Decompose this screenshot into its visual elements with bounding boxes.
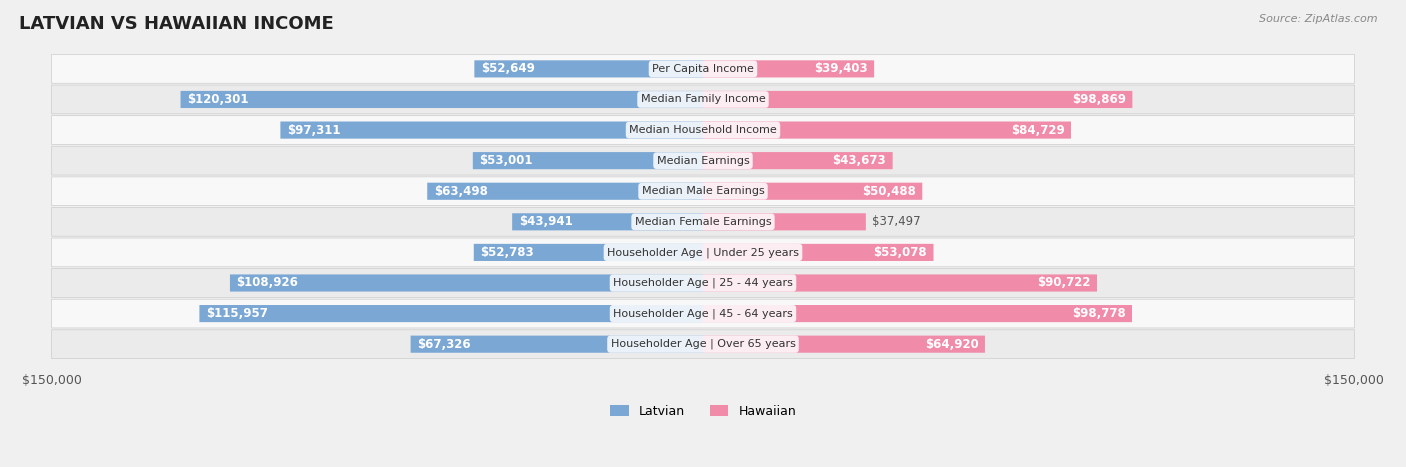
Text: $52,783: $52,783	[481, 246, 534, 259]
FancyBboxPatch shape	[52, 55, 1354, 83]
Text: $53,001: $53,001	[479, 154, 533, 167]
FancyBboxPatch shape	[703, 183, 922, 200]
Text: $98,869: $98,869	[1071, 93, 1126, 106]
Text: Householder Age | 25 - 44 years: Householder Age | 25 - 44 years	[613, 278, 793, 288]
Text: Householder Age | Over 65 years: Householder Age | Over 65 years	[610, 339, 796, 349]
Text: LATVIAN VS HAWAIIAN INCOME: LATVIAN VS HAWAIIAN INCOME	[20, 15, 333, 33]
FancyBboxPatch shape	[703, 152, 893, 169]
Text: $39,403: $39,403	[814, 63, 868, 75]
Text: $98,778: $98,778	[1071, 307, 1125, 320]
FancyBboxPatch shape	[52, 238, 1354, 267]
FancyBboxPatch shape	[52, 330, 1354, 359]
FancyBboxPatch shape	[703, 121, 1071, 139]
Text: Householder Age | Under 25 years: Householder Age | Under 25 years	[607, 247, 799, 258]
FancyBboxPatch shape	[472, 152, 703, 169]
Text: $43,941: $43,941	[519, 215, 572, 228]
Text: $90,722: $90,722	[1038, 276, 1091, 290]
Text: $108,926: $108,926	[236, 276, 298, 290]
FancyBboxPatch shape	[280, 121, 703, 139]
Text: Householder Age | 45 - 64 years: Householder Age | 45 - 64 years	[613, 308, 793, 319]
Text: $37,497: $37,497	[872, 215, 921, 228]
FancyBboxPatch shape	[52, 177, 1354, 205]
FancyBboxPatch shape	[427, 183, 703, 200]
FancyBboxPatch shape	[52, 85, 1354, 114]
FancyBboxPatch shape	[703, 305, 1132, 322]
Text: Per Capita Income: Per Capita Income	[652, 64, 754, 74]
FancyBboxPatch shape	[52, 146, 1354, 175]
FancyBboxPatch shape	[411, 336, 703, 353]
Text: $52,649: $52,649	[481, 63, 534, 75]
FancyBboxPatch shape	[52, 116, 1354, 144]
Text: Median Household Income: Median Household Income	[628, 125, 778, 135]
FancyBboxPatch shape	[200, 305, 703, 322]
Text: $43,673: $43,673	[832, 154, 886, 167]
Text: Median Female Earnings: Median Female Earnings	[634, 217, 772, 227]
Text: Median Earnings: Median Earnings	[657, 156, 749, 166]
Text: $53,078: $53,078	[873, 246, 927, 259]
FancyBboxPatch shape	[703, 60, 875, 78]
FancyBboxPatch shape	[703, 91, 1132, 108]
FancyBboxPatch shape	[52, 269, 1354, 297]
Text: $115,957: $115,957	[205, 307, 267, 320]
Text: $63,498: $63,498	[433, 185, 488, 198]
Text: $120,301: $120,301	[187, 93, 249, 106]
Legend: Latvian, Hawaiian: Latvian, Hawaiian	[605, 400, 801, 423]
FancyBboxPatch shape	[180, 91, 703, 108]
FancyBboxPatch shape	[52, 299, 1354, 328]
Text: $67,326: $67,326	[418, 338, 471, 351]
FancyBboxPatch shape	[512, 213, 703, 230]
FancyBboxPatch shape	[703, 244, 934, 261]
Text: $64,920: $64,920	[925, 338, 979, 351]
FancyBboxPatch shape	[52, 207, 1354, 236]
FancyBboxPatch shape	[703, 213, 866, 230]
FancyBboxPatch shape	[231, 275, 703, 291]
Text: $84,729: $84,729	[1011, 124, 1064, 136]
Text: Median Family Income: Median Family Income	[641, 94, 765, 105]
FancyBboxPatch shape	[703, 336, 986, 353]
Text: $97,311: $97,311	[287, 124, 340, 136]
FancyBboxPatch shape	[703, 275, 1097, 291]
FancyBboxPatch shape	[474, 244, 703, 261]
Text: Median Male Earnings: Median Male Earnings	[641, 186, 765, 196]
FancyBboxPatch shape	[474, 60, 703, 78]
Text: $50,488: $50,488	[862, 185, 915, 198]
Text: Source: ZipAtlas.com: Source: ZipAtlas.com	[1260, 14, 1378, 24]
